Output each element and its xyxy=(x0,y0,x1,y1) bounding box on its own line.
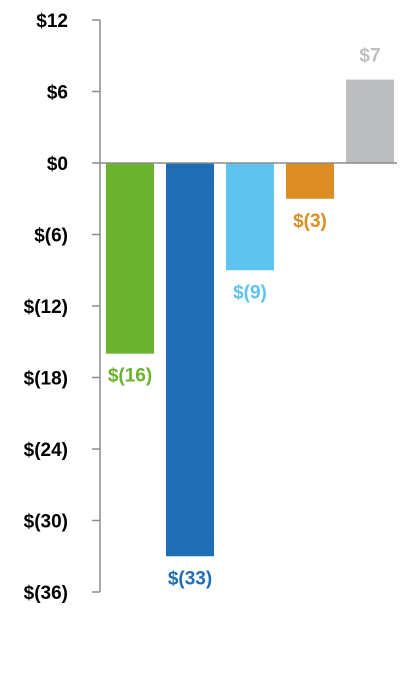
bar-3 xyxy=(226,163,274,271)
bar-5 xyxy=(346,79,394,163)
y-tick-label: $12 xyxy=(36,11,68,32)
data-labels: $(16) $(33) $(9) $(3) $7 xyxy=(108,46,381,590)
bar-value-label-2: $(33) xyxy=(168,568,212,589)
y-tick-label: $(18) xyxy=(24,369,68,390)
y-tick-label: $(30) xyxy=(24,512,68,533)
y-tick-label: $0 xyxy=(47,154,68,175)
bar-value-label-3: $(9) xyxy=(233,282,267,303)
y-tick-label: $(36) xyxy=(24,583,68,604)
bar-2 xyxy=(166,163,214,557)
y-tick-label: $(24) xyxy=(24,440,68,461)
y-axis: $12 $6 $0 $(6) $(12) $(18) $(24) $(30) $(36) xyxy=(24,11,101,604)
bar-1 xyxy=(106,163,154,354)
bars xyxy=(106,79,394,557)
bar-4 xyxy=(286,163,334,199)
y-tick-label: $(6) xyxy=(34,226,68,247)
y-tick-label: $(12) xyxy=(24,297,68,318)
y-tick-label: $6 xyxy=(47,83,68,104)
bar-value-label-1: $(16) xyxy=(108,366,152,387)
bar-value-label-4: $(3) xyxy=(293,211,327,232)
bar-value-label-5: $7 xyxy=(359,46,380,67)
